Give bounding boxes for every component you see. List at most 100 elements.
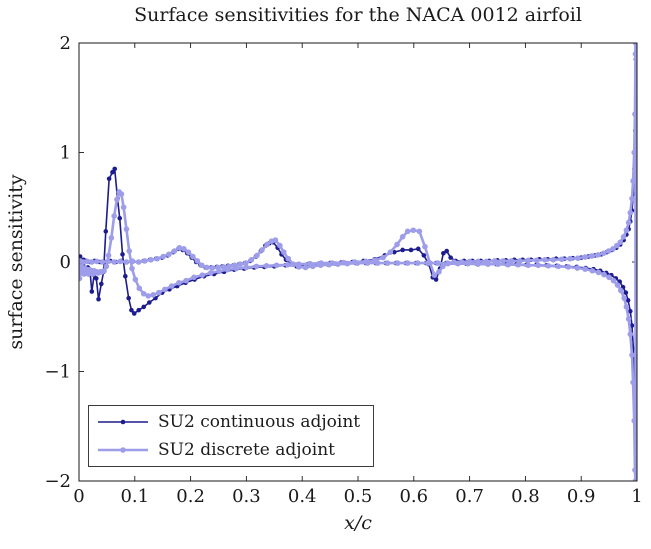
- series-marker-1: [166, 251, 172, 258]
- series-marker-1: [380, 254, 386, 261]
- series-marker-1: [625, 219, 632, 226]
- series-marker-1: [582, 266, 588, 272]
- series-marker-0: [391, 249, 397, 255]
- plot-border: [78, 42, 638, 482]
- series-marker-1: [310, 263, 316, 270]
- series-marker-0: [117, 215, 123, 221]
- series-marker-1: [155, 289, 162, 296]
- series-marker-1: [344, 260, 351, 267]
- x-tick-label: 0.8: [511, 486, 540, 507]
- series-marker-1: [326, 261, 332, 268]
- series-marker-1: [354, 260, 361, 266]
- x-tick-label: 0.6: [399, 486, 428, 507]
- series-marker-1: [414, 260, 421, 266]
- series-marker-1: [176, 244, 183, 251]
- y-tick-label: −1: [44, 362, 71, 383]
- series-marker-1: [614, 282, 621, 288]
- series-marker-1: [610, 277, 617, 284]
- series-marker-1: [434, 260, 441, 266]
- x-tick-label: 0.7: [455, 486, 484, 507]
- series-marker-1: [114, 196, 120, 203]
- series-marker-1: [558, 256, 565, 263]
- series-marker-0: [89, 289, 95, 294]
- series-marker-1: [231, 262, 238, 269]
- legend-entry-0: SU2 continuous adjoint: [95, 409, 367, 435]
- series-marker-1: [525, 262, 531, 269]
- chart-title: Surface sensitivities for the NACA 0012 …: [134, 4, 582, 26]
- series-marker-1: [220, 264, 227, 270]
- series-marker-1: [621, 295, 627, 301]
- series-marker-1: [99, 259, 106, 265]
- series-marker-1: [111, 213, 117, 219]
- series-marker-1: [168, 283, 175, 289]
- series-marker-1: [129, 265, 135, 272]
- x-tick-label: 0.9: [567, 486, 596, 507]
- series-marker-1: [424, 260, 431, 266]
- series-marker-1: [203, 264, 210, 271]
- y-axis-label: surface sensitivity: [5, 174, 27, 350]
- legend-line-sample: [98, 447, 148, 453]
- series-marker-1: [589, 253, 595, 259]
- series-marker-1: [101, 267, 107, 274]
- series-marker-1: [198, 262, 205, 269]
- x-tick-label: 1: [631, 486, 642, 507]
- series-marker-0: [123, 273, 128, 279]
- series-marker-1: [440, 263, 446, 270]
- series-marker-1: [263, 263, 270, 269]
- series-marker-1: [160, 253, 167, 260]
- series-marker-0: [129, 307, 134, 313]
- series-marker-1: [610, 246, 616, 252]
- series-marker-1: [545, 263, 552, 269]
- series-marker-0: [136, 307, 142, 313]
- x-tick-label: 0: [73, 486, 84, 507]
- series-marker-1: [123, 226, 130, 232]
- series-marker-1: [623, 304, 630, 310]
- legend-label: SU2 continuous adjoint: [158, 412, 361, 432]
- series-marker-1: [317, 262, 324, 269]
- series-marker-1: [575, 255, 581, 261]
- series-marker-1: [264, 241, 270, 248]
- series-marker-1: [404, 260, 411, 266]
- series-marker-1: [515, 261, 521, 268]
- series-marker-0: [112, 166, 118, 172]
- series-marker-1: [416, 228, 423, 235]
- series-marker-1: [162, 286, 168, 293]
- series-marker-1: [600, 250, 607, 257]
- series-marker-0: [623, 290, 629, 295]
- series-marker-1: [627, 209, 634, 216]
- y-tick-label: 2: [60, 33, 71, 54]
- series-marker-1: [209, 265, 216, 271]
- series-marker-0: [141, 304, 147, 310]
- series-marker-0: [103, 229, 109, 234]
- series-marker-1: [129, 258, 136, 265]
- series-marker-0: [110, 169, 115, 175]
- series-marker-1: [595, 269, 602, 276]
- series-marker-1: [123, 259, 130, 265]
- series-marker-1: [629, 195, 635, 202]
- series-marker-1: [533, 257, 540, 264]
- series-marker-1: [199, 272, 206, 278]
- series-marker-1: [565, 264, 572, 270]
- x-tick-label: 0.1: [120, 486, 149, 507]
- series-marker-1: [277, 242, 283, 249]
- series-marker-0: [433, 277, 439, 282]
- series-marker-1: [495, 261, 501, 267]
- series-marker-0: [131, 311, 137, 316]
- series-marker-1: [181, 246, 187, 252]
- series-marker-1: [171, 248, 178, 254]
- series-marker-1: [627, 331, 634, 338]
- series-marker-1: [525, 257, 531, 264]
- series-marker-1: [154, 255, 160, 262]
- series-layer: [79, 43, 637, 481]
- series-marker-0: [96, 296, 101, 302]
- series-marker-1: [145, 293, 151, 299]
- series-marker-1: [183, 277, 189, 284]
- series-marker-1: [508, 258, 515, 264]
- series-marker-1: [606, 274, 612, 281]
- series-marker-0: [448, 255, 453, 260]
- y-tick-label: −2: [44, 471, 71, 492]
- series-marker-1: [465, 260, 471, 267]
- series-marker-1: [455, 260, 461, 267]
- series-marker-1: [574, 265, 581, 271]
